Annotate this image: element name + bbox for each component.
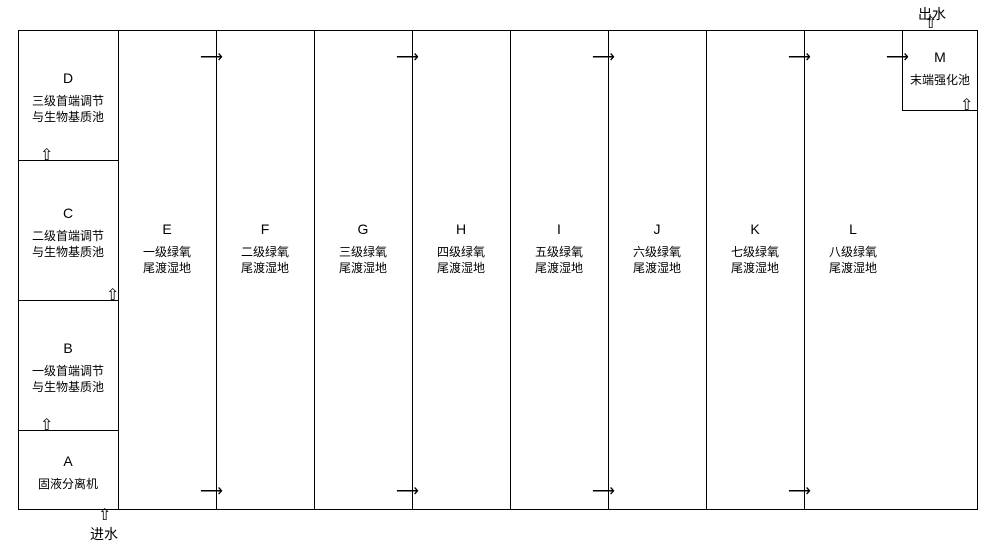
left-cell-C: C二级首端调节与生物基质池: [22, 204, 114, 261]
flow-bottom-1: ⟶: [396, 484, 419, 500]
stage-divider-5: [608, 30, 609, 510]
stage-divider-3: [412, 30, 413, 510]
stage-H: H四级绿氧尾渡湿地: [416, 220, 506, 277]
stage-F: F二级绿氧尾渡湿地: [220, 220, 310, 277]
stage-I: I五级绿氧尾渡湿地: [514, 220, 604, 277]
outlet-label: 出水: [918, 4, 946, 24]
left-cell-D: D三级首端调节与生物基质池: [22, 69, 114, 126]
flow-l-to-m: ⇧: [960, 98, 973, 114]
left-cell-divider: [18, 160, 118, 161]
flow-top-1: ⟶: [396, 50, 419, 66]
stage-divider-6: [706, 30, 707, 510]
left-cell-A: A固液分离机: [22, 452, 114, 492]
stage-J: J六级绿氧尾渡湿地: [612, 220, 702, 277]
flow-top-0: ⟶: [200, 50, 223, 66]
flow-top-2: ⟶: [592, 50, 615, 66]
flow-d-to-e: ⇧: [106, 288, 119, 304]
flow-bottom-0: ⟶: [200, 484, 223, 500]
stage-L: L八级绿氧尾渡湿地: [808, 220, 898, 277]
m-col-divider: [902, 30, 903, 110]
flow-a-to-b: ⇧: [40, 418, 53, 434]
stage-K: K七级绿氧尾渡湿地: [710, 220, 800, 277]
left-cell-B: B一级首端调节与生物基质池: [22, 339, 114, 396]
flow-top-3: ⟶: [788, 50, 811, 66]
flow-top-4: ⟶: [886, 50, 909, 66]
left-col-divider: [118, 30, 119, 510]
inlet-label: 进水: [90, 524, 118, 544]
flow-bottom-2: ⟶: [592, 484, 615, 500]
flow-bottom-3: ⟶: [788, 484, 811, 500]
stage-G: G三级绿氧尾渡湿地: [318, 220, 408, 277]
right-cell-M: M末端强化池: [904, 48, 976, 88]
stage-divider-4: [510, 30, 511, 510]
stage-divider-1: [216, 30, 217, 510]
stage-E: E一级绿氧尾渡湿地: [122, 220, 212, 277]
flow-inlet-up: ⇧: [98, 508, 111, 524]
stage-divider-7: [804, 30, 805, 510]
left-cell-divider: [18, 430, 118, 431]
left-cell-divider: [18, 300, 118, 301]
flow-c-to-d: ⇧: [40, 148, 53, 164]
stage-divider-2: [314, 30, 315, 510]
